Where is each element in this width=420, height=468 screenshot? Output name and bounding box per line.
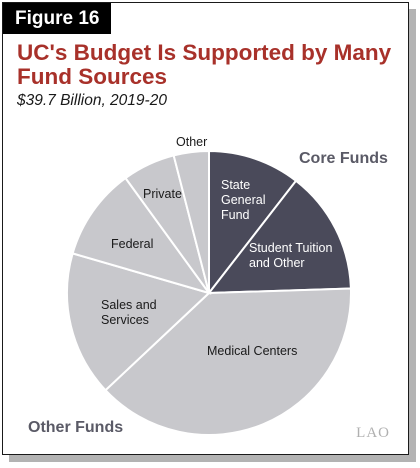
pie-slice-state-general-fund: [208, 149, 298, 296]
pie-slice-sales-and-services: [66, 252, 211, 392]
lao-logo: LAO: [356, 425, 390, 441]
figure-frame: Figure 16 UC's Budget Is Supported by Ma…: [2, 2, 409, 455]
figure-label: Figure 16: [3, 3, 111, 34]
chart-subtitle: $39.7 Billion, 2019-20: [17, 92, 167, 109]
pie-chart: State General Fund Student Tuition and Other…: [28, 135, 388, 436]
slice-label-student-tuition-and-other: Student Tuition and Other: [249, 241, 332, 270]
slice-label-private: Private: [143, 187, 182, 201]
slice-label-medical-centers: Medical Centers: [207, 344, 297, 358]
group-label-core-funds: Core Funds: [299, 150, 388, 167]
slice-label-state-general-fund: State General Fund: [221, 178, 265, 222]
slice-label-federal: Federal: [111, 237, 153, 251]
pie-slice-federal: [71, 176, 212, 295]
pie-slice-student-tuition-and-other: [206, 179, 352, 295]
pie-slice-medical-centers: [104, 287, 352, 436]
group-label-other-funds: Other Funds: [28, 419, 123, 436]
chart-title: UC's Budget Is Supported by Many Fund So…: [17, 40, 392, 89]
slice-label-other: Other: [176, 135, 207, 149]
slice-label-sales-and-services: Sales and Services: [101, 298, 157, 327]
pie-slice-other: [172, 149, 210, 294]
